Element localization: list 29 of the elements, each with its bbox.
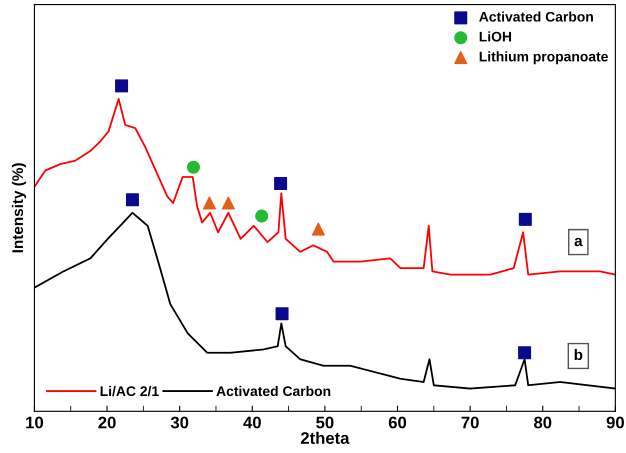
legend-label: Lithium propanoate xyxy=(480,51,608,64)
point xyxy=(255,210,268,223)
point xyxy=(126,193,139,206)
x-tick-label: 70 xyxy=(462,416,479,428)
point xyxy=(518,212,532,226)
x-tick-label: 60 xyxy=(388,416,406,428)
point xyxy=(274,177,288,190)
y-axis-title: Intensity (%) xyxy=(12,163,26,252)
x-axis-title: 2theta xyxy=(300,432,350,444)
x-tick-label: 20 xyxy=(98,416,116,428)
point xyxy=(222,196,235,210)
point xyxy=(115,79,128,92)
x-tick-label: 80 xyxy=(534,416,552,428)
annotation: b xyxy=(574,348,582,360)
point xyxy=(312,222,325,236)
x-tick-label: 90 xyxy=(606,416,624,428)
legend-label: Activated Carbon xyxy=(216,386,330,396)
legend-label: Activated Carbon xyxy=(479,11,593,22)
x-tick-label: 30 xyxy=(170,416,188,428)
point xyxy=(202,196,216,210)
x-tick-label: 50 xyxy=(316,416,334,428)
x-tick-label: 40 xyxy=(243,416,261,428)
point xyxy=(518,346,532,360)
point xyxy=(276,307,289,320)
annotation: a xyxy=(574,238,583,246)
point xyxy=(186,160,200,174)
x-tick-label: 10 xyxy=(26,416,44,428)
legend-label: Li/AC 2/1 xyxy=(100,386,159,396)
legend-label: LiOH xyxy=(480,31,512,42)
